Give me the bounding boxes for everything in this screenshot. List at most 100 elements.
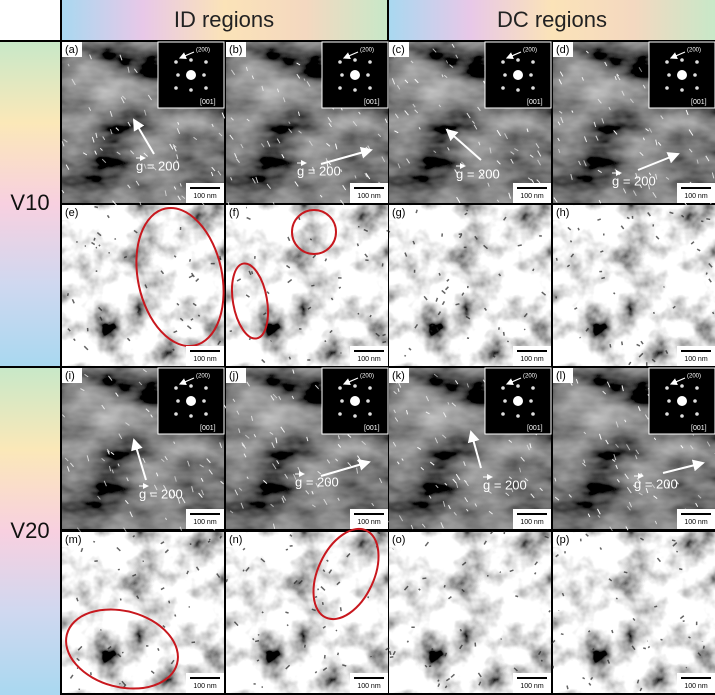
inset-spot-label: (200)	[196, 374, 210, 380]
spot	[516, 414, 520, 418]
spot	[176, 73, 180, 77]
dislocation	[558, 148, 561, 153]
panel-label: (i)	[65, 370, 75, 382]
dislocation	[555, 257, 558, 261]
dislocation	[463, 479, 467, 483]
dislocation	[606, 381, 611, 388]
dislocation	[474, 235, 478, 240]
dislocation	[179, 526, 183, 531]
dislocation	[394, 417, 399, 422]
dislocation	[523, 328, 526, 331]
g-vector-label: g = 200	[297, 163, 341, 178]
dislocation	[453, 511, 457, 516]
dislocation	[405, 409, 409, 415]
inset-arrow	[178, 51, 195, 59]
dislocation	[451, 43, 455, 48]
dislocation	[448, 596, 452, 600]
panel: (b) 100 nm (200) [001] g = 200	[226, 41, 389, 207]
g-vector-arrow	[467, 430, 482, 469]
dislocation	[424, 664, 428, 668]
scale-label: 100 nm	[193, 519, 217, 526]
dislocation	[628, 361, 632, 366]
dislocation	[560, 116, 564, 124]
dislocation	[609, 526, 613, 532]
dislocation	[680, 444, 684, 449]
spot	[531, 86, 535, 90]
spot	[340, 73, 344, 77]
dislocation	[165, 517, 167, 521]
panel: (j) 100 nm (200) [001] g = 200	[226, 367, 390, 530]
dislocation	[288, 121, 291, 125]
dislocation	[434, 437, 439, 444]
dislocation	[272, 393, 278, 399]
dislocation	[173, 145, 177, 152]
dislocation	[336, 652, 340, 656]
dislocation	[271, 442, 275, 449]
dislocation	[398, 515, 404, 522]
dislocation	[242, 547, 246, 551]
dislocation	[125, 422, 130, 426]
dislocation	[312, 166, 315, 173]
dislocation	[94, 150, 97, 155]
dislocation	[347, 434, 352, 438]
spot	[366, 399, 370, 403]
dislocation	[616, 74, 621, 81]
g-vector-arrow	[662, 459, 705, 474]
dislocation	[631, 645, 636, 651]
panel: (d) 100 nm (200) [001] g = 200	[553, 41, 715, 206]
panel-label: (g)	[392, 207, 405, 219]
micrograph	[553, 532, 715, 693]
dislocation	[193, 136, 198, 141]
dislocation	[632, 190, 637, 197]
dislocation	[236, 158, 240, 164]
dislocation	[369, 314, 372, 318]
dislocation	[67, 328, 71, 332]
dislocation	[220, 480, 224, 485]
dislocation	[418, 588, 421, 591]
spot	[501, 412, 505, 416]
dislocation	[524, 478, 529, 482]
dislocation	[488, 510, 493, 515]
dislocation	[510, 151, 515, 155]
dislocation	[569, 240, 573, 243]
diffraction-inset: (200) [001]	[157, 367, 225, 435]
inset-spot-label: (200)	[360, 48, 374, 54]
panel: (c) 100 nm (200) [001] g = 200	[389, 41, 552, 204]
dislocation	[435, 297, 439, 302]
dislocation	[583, 431, 587, 435]
dislocation	[597, 218, 602, 221]
dislocation	[554, 477, 557, 482]
dislocation	[176, 154, 179, 160]
label-bg	[226, 368, 246, 383]
dislocation	[492, 355, 496, 358]
dislocation	[281, 497, 285, 503]
dislocation	[601, 118, 605, 124]
dislocation	[695, 502, 699, 507]
dislocation	[143, 163, 147, 170]
dislocation	[127, 121, 131, 127]
micrograph	[62, 532, 224, 693]
micrograph	[62, 205, 224, 366]
dislocation	[294, 181, 299, 187]
dislocation	[626, 506, 631, 511]
dislocation	[388, 650, 392, 656]
dislocation	[96, 231, 102, 237]
spot	[368, 86, 372, 90]
dislocation	[73, 338, 76, 342]
dislocation	[429, 461, 435, 466]
dislocation	[433, 150, 437, 154]
dislocation	[708, 278, 712, 283]
dislocation	[391, 78, 396, 85]
dislocation	[315, 482, 319, 488]
dislocation	[363, 228, 369, 233]
dislocation	[80, 388, 85, 392]
dislocation	[334, 143, 338, 150]
panel-label: (b)	[229, 44, 242, 56]
label-bg	[62, 205, 82, 220]
dislocation	[560, 633, 564, 636]
spot	[174, 86, 178, 90]
dislocation	[116, 546, 121, 552]
dislocation	[339, 607, 342, 612]
dislocation	[330, 297, 334, 301]
spot	[202, 399, 206, 403]
